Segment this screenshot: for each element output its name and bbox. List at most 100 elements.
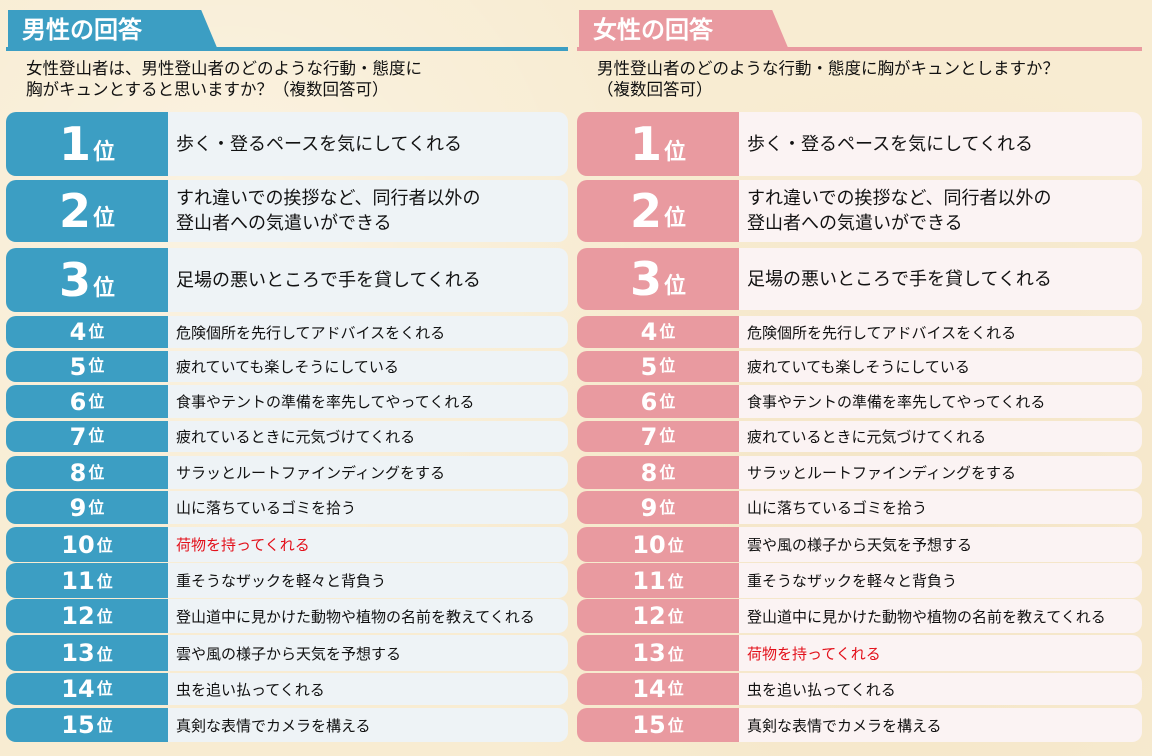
female-rank-unit: 位 bbox=[664, 140, 687, 165]
male-rank-number: 7 bbox=[69, 422, 87, 451]
female-rank-row: 2 位 すれ違いでの挨拶など、同行者以外の 登山者への気遣いができる bbox=[577, 180, 1142, 242]
female-rank-number: 13 bbox=[632, 639, 666, 667]
male-rank-unit: 位 bbox=[88, 392, 105, 411]
male-rank-badge: 14 位 bbox=[6, 673, 168, 705]
female-rank-badge: 11 位 bbox=[577, 563, 739, 598]
female-rank-number: 1 bbox=[629, 117, 662, 171]
male-rank-label: 真剣な表情でカメラを構える bbox=[168, 708, 568, 742]
female-rank-unit: 位 bbox=[659, 426, 676, 445]
female-rank-unit: 位 bbox=[667, 716, 684, 735]
female-rank-row: 14 位虫を追い払ってくれる bbox=[577, 673, 1142, 705]
female-rank-label: サラッとルートファインディングをする bbox=[739, 456, 1142, 489]
female-rank-row: 15 位真剣な表情でカメラを構える bbox=[577, 708, 1142, 742]
female-rank-number: 6 bbox=[640, 387, 658, 416]
female-rank-label-line: すれ違いでの挨拶など、同行者以外の bbox=[747, 188, 1052, 209]
male-rank-label: すれ違いでの挨拶など、同行者以外の 登山者への気遣いができる bbox=[168, 180, 568, 242]
male-rank-row: 2 位すれ違いでの挨拶など、同行者以外の 登山者への気遣いができる bbox=[6, 180, 568, 242]
female-rank-label: 重そうなザックを軽々と背負う bbox=[739, 563, 1142, 598]
male-rank-badge: 10 位 bbox=[6, 527, 168, 562]
female-rank-badge: 12 位 bbox=[577, 599, 739, 633]
male-rank-label: サラッとルートファインディングをする bbox=[168, 456, 568, 489]
male-rank-unit: 位 bbox=[96, 607, 113, 626]
male-rank-number: 13 bbox=[61, 639, 95, 667]
male-header-title: 男性の回答 bbox=[8, 10, 218, 50]
male-rank-unit: 位 bbox=[93, 206, 116, 231]
female-header: 女性の回答 bbox=[577, 0, 1142, 52]
male-rank-row: 1 位歩く・登るペースを気にしてくれる bbox=[6, 112, 568, 176]
female-rank-number: 8 bbox=[640, 458, 658, 487]
male-rank-row: 5 位疲れていても楽しそうにしている bbox=[6, 351, 568, 382]
female-rank-label: 危険個所を先行してアドバイスをくれる bbox=[739, 316, 1142, 348]
female-rank-row: 4 位危険個所を先行してアドバイスをくれる bbox=[577, 316, 1142, 348]
female-header-title: 女性の回答 bbox=[579, 10, 789, 50]
female-rank-unit: 位 bbox=[659, 356, 676, 375]
female-rank-number: 5 bbox=[640, 352, 658, 381]
female-rank-unit: 位 bbox=[667, 645, 684, 664]
male-rank-row: 15 位 真剣な表情でカメラを構える bbox=[6, 708, 568, 742]
male-rank-unit: 位 bbox=[88, 498, 105, 517]
female-rank-label: 荷物を持ってくれる bbox=[739, 635, 1142, 671]
male-rank-label: 危険個所を先行してアドバイスをくれる bbox=[168, 316, 568, 348]
male-header: 男性の回答 bbox=[6, 0, 568, 52]
male-rank-unit: 位 bbox=[96, 536, 113, 555]
male-rank-row: 7 位疲れているときに元気づけてくれる bbox=[6, 421, 568, 452]
female-rank-row: 7 位疲れているときに元気づけてくれる bbox=[577, 421, 1142, 452]
female-rank-number: 7 bbox=[640, 422, 658, 451]
male-rank-row: 9 位山に落ちているゴミを拾う bbox=[6, 491, 568, 524]
female-rank-row: 8 位サラッとルートファインディングをする bbox=[577, 456, 1142, 489]
female-rank-label: 虫を追い払ってくれる bbox=[739, 673, 1142, 705]
male-rank-label: 重そうなザックを軽々と背負う bbox=[168, 563, 568, 598]
female-rank-unit: 位 bbox=[664, 274, 687, 299]
female-rank-number: 15 bbox=[632, 711, 666, 739]
male-question: 女性登山者は、男性登山者のどのような行動・態度に 胸がキュンとすると思いますか？… bbox=[6, 52, 568, 110]
female-question-line1: 男性登山者のどのような行動・態度に胸がキュンとしますか？ bbox=[597, 59, 1059, 78]
male-rank-unit: 位 bbox=[88, 463, 105, 482]
male-rank-unit: 位 bbox=[96, 679, 113, 698]
female-rank-unit: 位 bbox=[664, 206, 687, 231]
female-rank-label: 疲れていても楽しそうにしている bbox=[739, 351, 1142, 382]
female-rank-label: 疲れているときに元気づけてくれる bbox=[739, 421, 1142, 452]
male-rank-number: 3 bbox=[58, 253, 91, 307]
male-rank-label: 山に落ちているゴミを拾う bbox=[168, 491, 568, 524]
female-rank-unit: 位 bbox=[659, 498, 676, 517]
female-rank-label: すれ違いでの挨拶など、同行者以外の 登山者への気遣いができる bbox=[739, 180, 1142, 242]
male-rank-unit: 位 bbox=[96, 645, 113, 664]
male-rank-label: 食事やテントの準備を率先してやってくれる bbox=[168, 385, 568, 418]
female-rank-row: 12 位登山道中に見かけた動物や植物の名前を教えてくれる bbox=[577, 599, 1142, 633]
female-rank-number: 9 bbox=[640, 493, 658, 522]
male-rank-unit: 位 bbox=[88, 322, 105, 341]
male-rank-unit: 位 bbox=[96, 716, 113, 735]
male-rank-number: 15 bbox=[61, 711, 95, 739]
male-rank-badge: 11 位 bbox=[6, 563, 168, 598]
male-rank-number: 14 bbox=[61, 675, 95, 703]
male-header-rule bbox=[6, 47, 568, 51]
male-rank-unit: 位 bbox=[88, 426, 105, 445]
male-rank-number: 10 bbox=[61, 530, 95, 559]
female-question-line2: （複数回答可） bbox=[597, 80, 713, 99]
male-rank-row: 14 位虫を追い払ってくれる bbox=[6, 673, 568, 705]
male-answers-panel: 男性の回答 女性登山者は、男性登山者のどのような行動・態度に 胸がキュンとすると… bbox=[6, 0, 568, 742]
male-rank-label: 登山道中に見かけた動物や植物の名前を教えてくれる bbox=[168, 599, 568, 633]
male-rank-badge: 12 位 bbox=[6, 599, 168, 633]
male-rank-label: 荷物を持ってくれる bbox=[168, 527, 568, 562]
female-rank-label: 雲や風の様子から天気を予想する bbox=[739, 527, 1142, 562]
female-rank-badge: 15 位 bbox=[577, 708, 739, 742]
male-rank-number: 6 bbox=[69, 387, 87, 416]
female-rank-number: 2 bbox=[629, 184, 662, 238]
female-rank-row: 11 位重そうなザックを軽々と背負う bbox=[577, 563, 1142, 598]
female-rank-unit: 位 bbox=[659, 322, 676, 341]
female-rank-unit: 位 bbox=[667, 679, 684, 698]
female-rank-number: 11 bbox=[632, 566, 666, 595]
female-rank-unit: 位 bbox=[659, 392, 676, 411]
male-rank-number: 5 bbox=[69, 352, 87, 381]
female-rank-row: 3 位足場の悪いところで手を貸してくれる bbox=[577, 248, 1142, 310]
